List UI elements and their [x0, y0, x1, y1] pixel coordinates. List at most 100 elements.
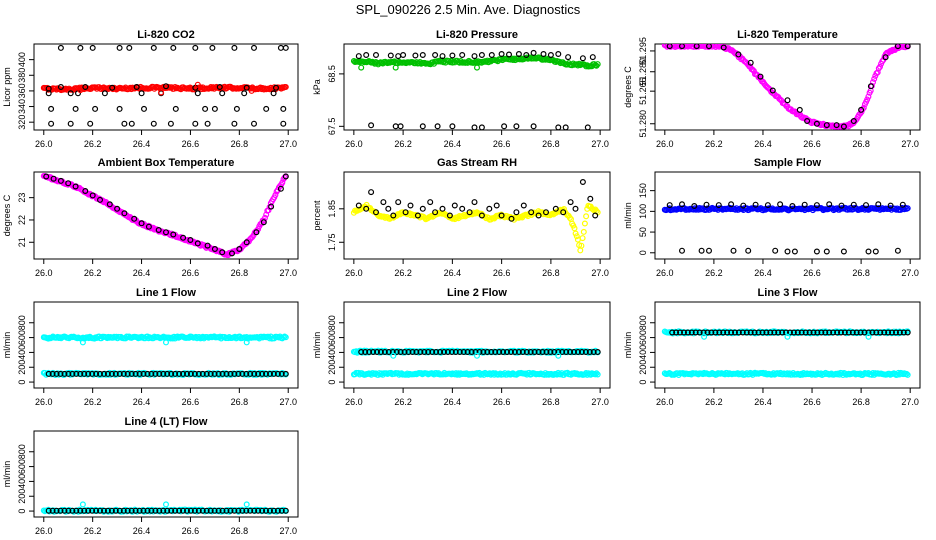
data-point: [48, 105, 55, 112]
series-sparse-black: [355, 49, 596, 130]
series-sparse-black: [358, 349, 601, 356]
chart-licor_temp: Li-820 Temperature degrees C 26.0 26.2 26.4 2…: [623, 29, 921, 149]
data-point: [158, 89, 165, 96]
x-tick-label: 26.2: [84, 268, 102, 278]
data-point: [433, 349, 440, 356]
data-point: [393, 349, 400, 356]
x-tick-label: 26.0: [35, 526, 53, 536]
plot-frame: [343, 43, 611, 131]
data-point: [784, 97, 791, 104]
data-point: [65, 370, 72, 377]
data-point: [484, 349, 491, 356]
data-point: [211, 370, 218, 377]
data-point: [277, 185, 284, 192]
data-point: [872, 248, 879, 255]
x-tick-label: 26.2: [705, 268, 723, 278]
data-point: [547, 349, 554, 356]
data-point: [434, 123, 441, 130]
data-point: [72, 183, 79, 190]
data-point: [530, 49, 537, 56]
data-point: [904, 205, 911, 212]
data-point: [100, 507, 107, 514]
x-tick-label: 26.4: [754, 139, 772, 149]
x-tick-label: 26.8: [231, 268, 249, 278]
data-point: [565, 54, 572, 61]
data-point: [692, 329, 699, 336]
data-point: [172, 370, 179, 377]
y-tick-label: 0: [327, 380, 337, 385]
data-point: [121, 210, 128, 217]
x-tick-label: 27.0: [591, 397, 609, 407]
data-point: [267, 370, 274, 377]
data-point: [580, 228, 587, 235]
data-point: [231, 44, 238, 51]
x-tick-label: 27.0: [591, 268, 609, 278]
x-tick-label: 26.8: [231, 397, 249, 407]
data-point: [77, 507, 84, 514]
data-point: [96, 507, 103, 514]
data-point: [666, 44, 673, 50]
data-point: [814, 329, 821, 336]
x-tick-label: 26.6: [493, 268, 511, 278]
data-point: [555, 124, 562, 130]
data-point: [260, 219, 267, 226]
data-point: [194, 81, 201, 88]
data-point: [429, 349, 436, 356]
data-point: [459, 205, 466, 212]
x-tick-label: 27.0: [279, 397, 297, 407]
y-tick-label: 400: [638, 345, 648, 360]
data-points: [40, 501, 289, 515]
data-point: [804, 117, 811, 124]
data-point: [678, 201, 685, 208]
data-point: [148, 507, 155, 514]
y-tick-label: 600: [17, 459, 27, 474]
data-point: [798, 329, 805, 336]
data-point: [691, 203, 698, 210]
data-point: [552, 205, 559, 212]
data-point: [869, 329, 876, 336]
data-point: [150, 44, 157, 51]
data-point: [144, 507, 151, 514]
data-point: [578, 349, 585, 356]
x-tick-label: 26.8: [852, 397, 870, 407]
data-point: [419, 205, 426, 212]
data-point: [715, 202, 722, 209]
data-point: [251, 44, 258, 51]
x-tick-label: 26.4: [133, 268, 151, 278]
data-point: [427, 213, 434, 220]
data-point: [241, 90, 248, 97]
data-point: [203, 507, 210, 514]
data-point: [471, 53, 478, 60]
data-point: [432, 51, 439, 58]
x-tick-label: 26.2: [394, 397, 412, 407]
data-point: [703, 201, 710, 208]
chart-line4_flow: Line 4 (LT) Flow ml/min 26.0 26.2 26.4 26.6 26…: [2, 416, 299, 536]
data-point: [116, 44, 123, 51]
data-point: [253, 229, 260, 236]
data-point: [684, 329, 691, 336]
data-point: [373, 209, 380, 216]
data-point: [446, 212, 453, 219]
data-points: [661, 201, 911, 255]
data-point: [133, 83, 140, 90]
data-point: [116, 507, 123, 514]
data-point: [838, 202, 845, 209]
y-tick-label: 1.75: [327, 234, 337, 252]
data-point: [270, 90, 277, 97]
data-point: [180, 370, 187, 377]
data-point: [355, 202, 362, 209]
y-axis-label: degrees C: [623, 66, 633, 108]
data-point: [243, 507, 250, 514]
data-point: [281, 174, 288, 181]
data-point: [876, 63, 883, 70]
data-point: [822, 329, 829, 336]
data-point: [187, 507, 194, 514]
chart-title: Line 3 Flow: [758, 287, 818, 299]
data-point: [441, 349, 448, 356]
page-title: SPL_090226 2.5 Min. Ave. Diagnostics: [355, 2, 581, 17]
data-point: [164, 370, 171, 377]
series-sparse-cyan: [79, 501, 250, 508]
y-axis-label: percent: [312, 200, 322, 231]
data-point: [731, 329, 738, 336]
data-point: [140, 370, 147, 377]
